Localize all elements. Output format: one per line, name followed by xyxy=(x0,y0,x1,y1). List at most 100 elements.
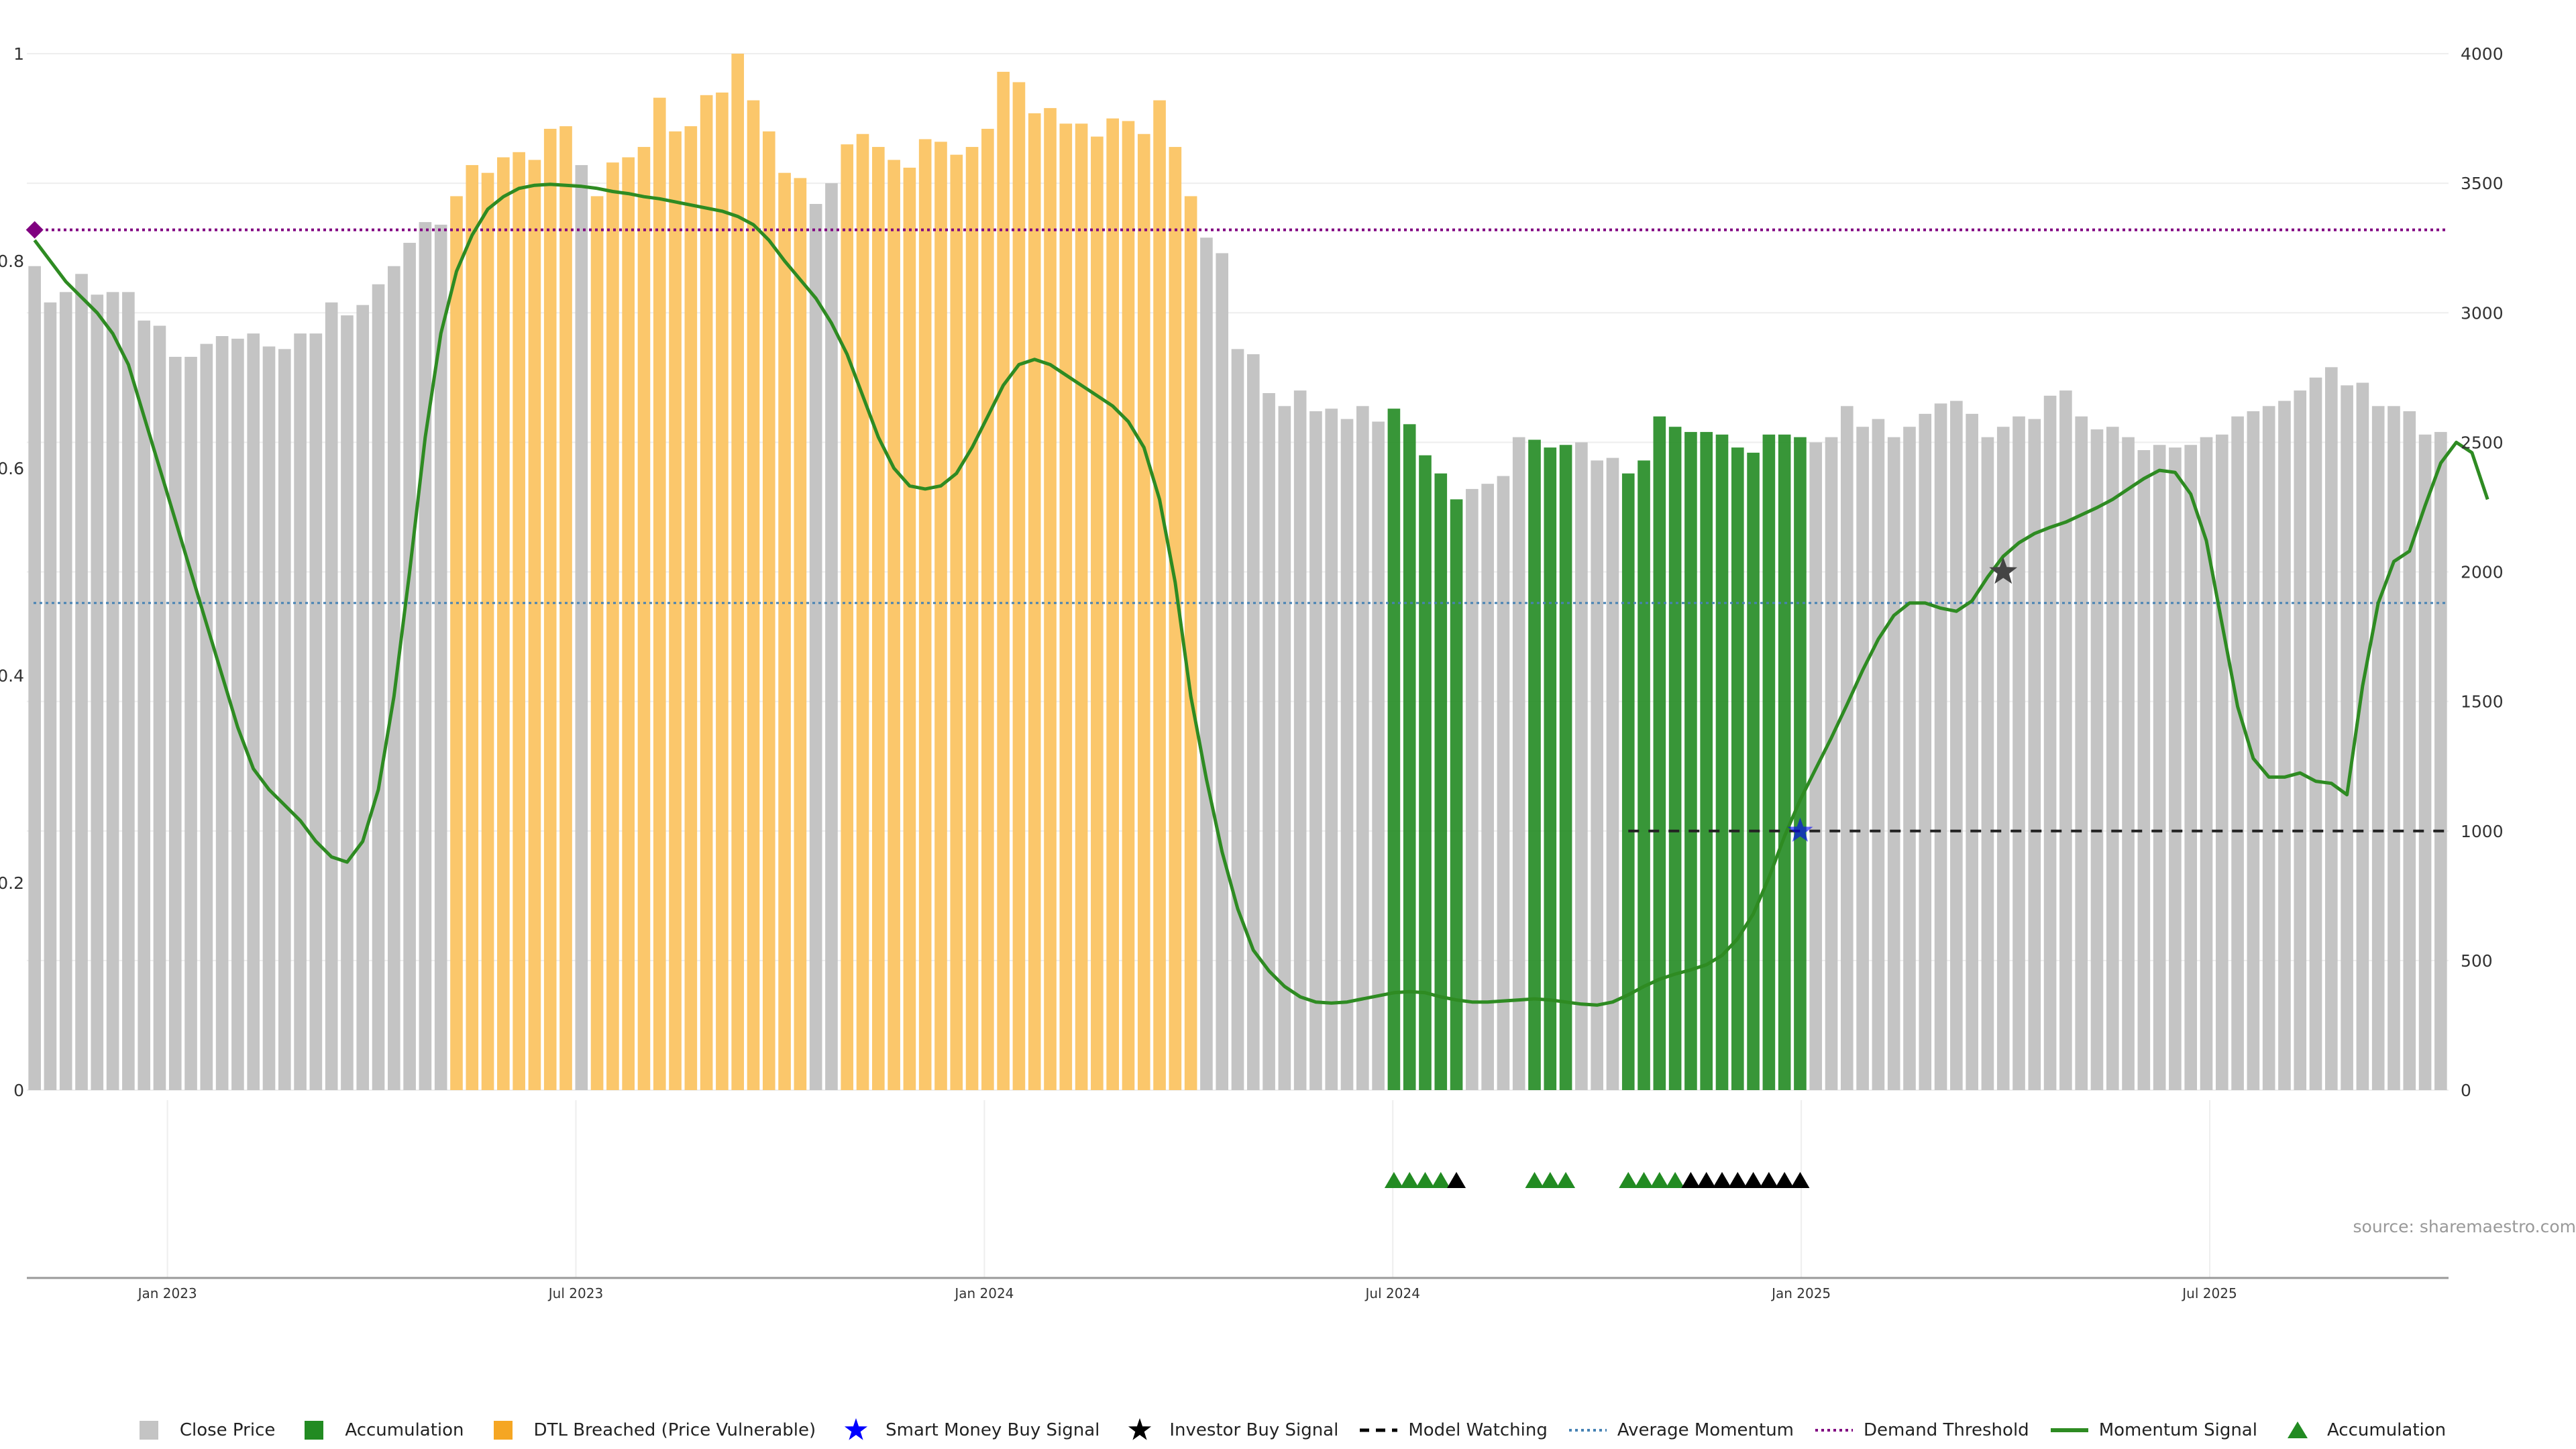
close-price-bar xyxy=(309,333,323,1090)
close-price-bar xyxy=(2169,447,2182,1090)
accumulation-triangle xyxy=(1540,1172,1560,1188)
y-right-tick-label: 2500 xyxy=(2461,433,2504,452)
accumulation-bar xyxy=(1684,431,1697,1090)
dtl-breached-bar xyxy=(528,160,541,1090)
close-price-bar xyxy=(2325,367,2338,1090)
grey-square-icon xyxy=(139,1421,158,1440)
dotted-purple-line-icon xyxy=(1815,1429,1854,1432)
close-price-bar xyxy=(2153,445,2166,1090)
y-right-tick-label: 2000 xyxy=(2461,563,2504,582)
close-price-bar xyxy=(1466,488,1479,1090)
dtl-breached-bar xyxy=(1106,118,1119,1090)
y-right-tick-label: 3000 xyxy=(2461,303,2504,323)
close-price-bar xyxy=(59,292,72,1091)
legend-item: Demand Threshold xyxy=(1814,1418,2029,1442)
close-price-bar xyxy=(1278,406,1291,1090)
dotted-blue-line-icon xyxy=(1568,1429,1607,1432)
accumulation-triangle xyxy=(1525,1172,1544,1188)
dtl-breached-bar xyxy=(747,100,760,1090)
blue-star-icon xyxy=(845,1418,868,1440)
legend-item: Investor Buy Signal xyxy=(1120,1418,1338,1442)
accumulation-triangle xyxy=(1650,1172,1669,1188)
dtl-breached-bar xyxy=(559,126,572,1090)
accumulation-bar xyxy=(1747,452,1760,1090)
legend-label: Demand Threshold xyxy=(1864,1420,2029,1440)
close-price-bar xyxy=(184,356,197,1090)
close-price-bar xyxy=(2215,434,2229,1090)
accumulation-triangle xyxy=(1400,1172,1419,1188)
close-price-bar xyxy=(1825,437,1838,1090)
close-price-bar xyxy=(1950,400,1963,1091)
green-triangle-icon xyxy=(2287,1421,2308,1438)
accumulation-bar xyxy=(1387,409,1401,1090)
close-price-bar xyxy=(91,294,104,1090)
close-price-bar xyxy=(372,284,385,1091)
signal-triangle-black xyxy=(1775,1172,1794,1188)
x-tick-label: Jan 2025 xyxy=(1770,1285,1831,1301)
legend-label: DTL Breached (Price Vulnerable) xyxy=(533,1420,816,1440)
dtl-breached-bar xyxy=(622,157,635,1090)
signal-triangle-black xyxy=(1447,1172,1466,1188)
dtl-breached-bar xyxy=(700,95,713,1090)
close-price-bar xyxy=(278,349,291,1091)
dtl-breached-bar xyxy=(716,92,729,1090)
close-price-bar xyxy=(2184,445,2198,1090)
legend-item: Close Price xyxy=(130,1418,276,1442)
accumulation-bar xyxy=(1794,437,1807,1090)
accumulation-triangle xyxy=(1384,1172,1403,1188)
dtl-breached-bar xyxy=(606,162,619,1091)
signal-triangle-black xyxy=(1713,1172,1731,1188)
x-tick-label: Jan 2024 xyxy=(953,1285,1014,1301)
price-bars xyxy=(28,54,2447,1091)
close-price-bar xyxy=(2278,400,2291,1091)
dtl-breached-bar xyxy=(1044,108,1057,1090)
legend-label: Close Price xyxy=(179,1420,276,1440)
legend-item: Accumulation xyxy=(2277,1418,2446,1442)
accumulation-bar xyxy=(1434,473,1448,1090)
legend-item: Momentum Signal xyxy=(2049,1418,2257,1442)
close-price-bar xyxy=(2106,427,2119,1090)
close-price-bar xyxy=(2200,437,2213,1090)
dtl-breached-bar xyxy=(590,196,604,1090)
accumulation-triangle xyxy=(1431,1172,1450,1188)
dtl-breached-bar xyxy=(888,160,900,1090)
accumulation-bar xyxy=(1528,439,1541,1090)
close-price-bar xyxy=(262,346,276,1090)
dtl-breached-bar xyxy=(1091,136,1104,1091)
orange-square-icon xyxy=(493,1421,513,1440)
close-price-bar xyxy=(168,356,182,1090)
accumulation-bar xyxy=(1403,424,1416,1090)
signal-triangle-black xyxy=(1728,1172,1748,1188)
dtl-breached-bar xyxy=(731,54,745,1090)
close-price-bar xyxy=(2028,419,2041,1090)
accumulation-triangle xyxy=(1634,1172,1654,1188)
dtl-breached-bar xyxy=(543,129,557,1091)
close-price-bar xyxy=(231,338,244,1090)
legend-label: Momentum Signal xyxy=(2098,1420,2257,1440)
close-price-bar xyxy=(1841,406,1854,1090)
y-right-tick-label: 3500 xyxy=(2461,174,2504,193)
legend-item: DTL Breached (Price Vulnerable) xyxy=(484,1418,816,1442)
legend-label: Smart Money Buy Signal xyxy=(885,1420,1100,1440)
close-price-bar xyxy=(2418,434,2432,1090)
dtl-breached-bar xyxy=(1075,123,1088,1091)
close-price-bar xyxy=(2387,406,2400,1090)
dtl-breached-bar xyxy=(466,165,479,1090)
close-price-bar xyxy=(2231,416,2244,1090)
legend-label: Accumulation xyxy=(345,1420,464,1440)
close-price-bar xyxy=(44,302,57,1090)
dtl-breached-bar xyxy=(950,154,963,1091)
signal-triangle-black xyxy=(1697,1172,1716,1188)
dtl-breached-bar xyxy=(684,126,698,1090)
accumulation-bar xyxy=(1653,416,1666,1090)
green-line-icon xyxy=(2050,1428,2088,1432)
y-right-tick-label: 4000 xyxy=(2461,44,2504,64)
close-price-bar xyxy=(1356,406,1369,1090)
accumulation-bar xyxy=(1450,499,1463,1090)
dtl-breached-bar xyxy=(934,142,947,1091)
dtl-breached-bar xyxy=(653,97,666,1091)
close-price-bar xyxy=(1872,419,1885,1090)
dtl-breached-bar xyxy=(497,157,510,1090)
indicator-lines xyxy=(33,182,2489,1007)
